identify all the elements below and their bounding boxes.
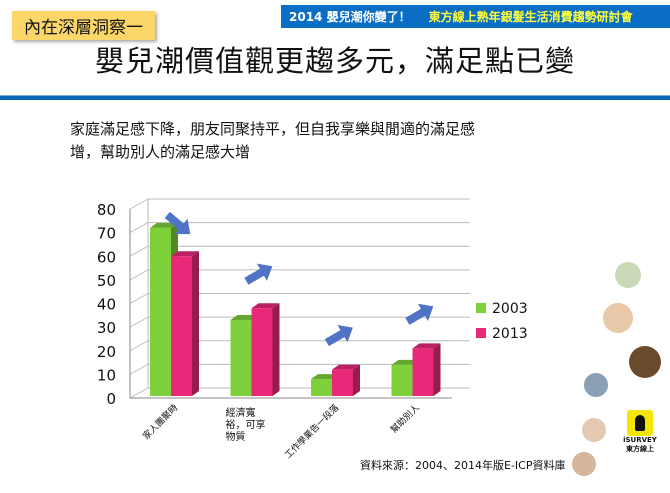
y-tick-label: 60 — [97, 248, 116, 266]
gridline-depth — [129, 222, 149, 234]
photo-man — [572, 452, 596, 476]
y-tick-label: 0 — [106, 390, 116, 408]
arrow-up-icon — [324, 324, 353, 347]
x-category-label: 物質 — [226, 430, 246, 443]
legend-label-2003: 2003 — [492, 301, 528, 317]
gridline-depth — [129, 245, 149, 257]
subtitle-line-2: 增，幫助別人的滿足感大增 — [70, 143, 251, 161]
y-tick-label: 80 — [97, 201, 116, 219]
legend-swatch-2013 — [476, 328, 486, 338]
arrow-down-icon — [164, 211, 191, 235]
gridline-depth — [129, 340, 149, 352]
bar-side-2013 — [272, 303, 280, 396]
gridline-depth — [129, 293, 149, 304]
x-category-label: 經濟寬 — [226, 406, 256, 419]
gridline-depth — [129, 363, 149, 375]
x-category-label: 裕，可享 — [226, 418, 266, 431]
page-title: 嬰兒潮價值觀更趨多元，滿足點已變 — [94, 44, 575, 78]
subtitle-line-1: 家庭滿足感下降，朋友同聚持平，但自我享樂與閒適的滿足感 — [70, 120, 476, 138]
y-tick-label: 20 — [97, 343, 116, 361]
title-divider — [0, 95, 670, 100]
gridline-depth — [129, 316, 149, 328]
y-tick-label: 40 — [97, 296, 116, 314]
bar-2003 — [391, 364, 413, 396]
bar-side-2013 — [353, 364, 360, 396]
photo-woman — [582, 418, 606, 442]
legend-label-2013: 2013 — [492, 326, 528, 342]
event-banner: 2014 嬰兒潮你變了！ 東方線上熟年銀髮生活消費趨勢研討會 — [281, 5, 670, 28]
bar-top-2013 — [332, 364, 360, 370]
y-tick-label: 30 — [97, 319, 116, 337]
data-source: 資料來源：2004、2014年版E-ICP資料庫 — [360, 459, 566, 472]
photo-couple — [615, 262, 641, 288]
arrow-up-icon — [244, 263, 273, 285]
gridline-depth — [129, 387, 149, 399]
bar-side-2013 — [192, 251, 199, 396]
legend-swatch-2003 — [476, 303, 486, 313]
bar-2013 — [251, 308, 273, 396]
photo-musician — [629, 346, 661, 378]
y-tick-label: 70 — [97, 225, 116, 243]
gridline-depth — [129, 198, 149, 210]
bar-2013 — [412, 348, 434, 396]
bar-2013 — [332, 369, 353, 396]
bar-2013 — [171, 256, 192, 396]
bar-top-2013 — [412, 343, 441, 349]
bar-top-2013 — [171, 251, 199, 257]
subtitle: 家庭滿足感下降，朋友同聚持平，但自我享樂與閒適的滿足感 增，幫助別人的滿足感大增 — [70, 118, 570, 164]
y-tick-label: 10 — [97, 366, 116, 384]
section-tag: 內在深層洞察一 — [12, 11, 155, 40]
bar-2003 — [311, 379, 332, 396]
bar-2003 — [150, 227, 171, 396]
organizer-name: 東方線上熟年銀髮生活消費趨勢研討會 — [428, 10, 633, 24]
photo-group — [584, 373, 608, 397]
bar-top-2003 — [150, 222, 178, 228]
y-tick-label: 50 — [97, 272, 116, 290]
isurvey-logo: iSURVEY 東方線上 — [620, 410, 660, 454]
gridline-depth — [129, 269, 149, 281]
event-name: 2014 嬰兒潮你變了！ — [289, 10, 411, 24]
photo-family — [603, 303, 633, 333]
bar-2003 — [230, 320, 252, 396]
arrow-up-icon — [405, 303, 434, 325]
bar-top-2013 — [251, 303, 280, 309]
bar-side-2013 — [433, 343, 441, 396]
